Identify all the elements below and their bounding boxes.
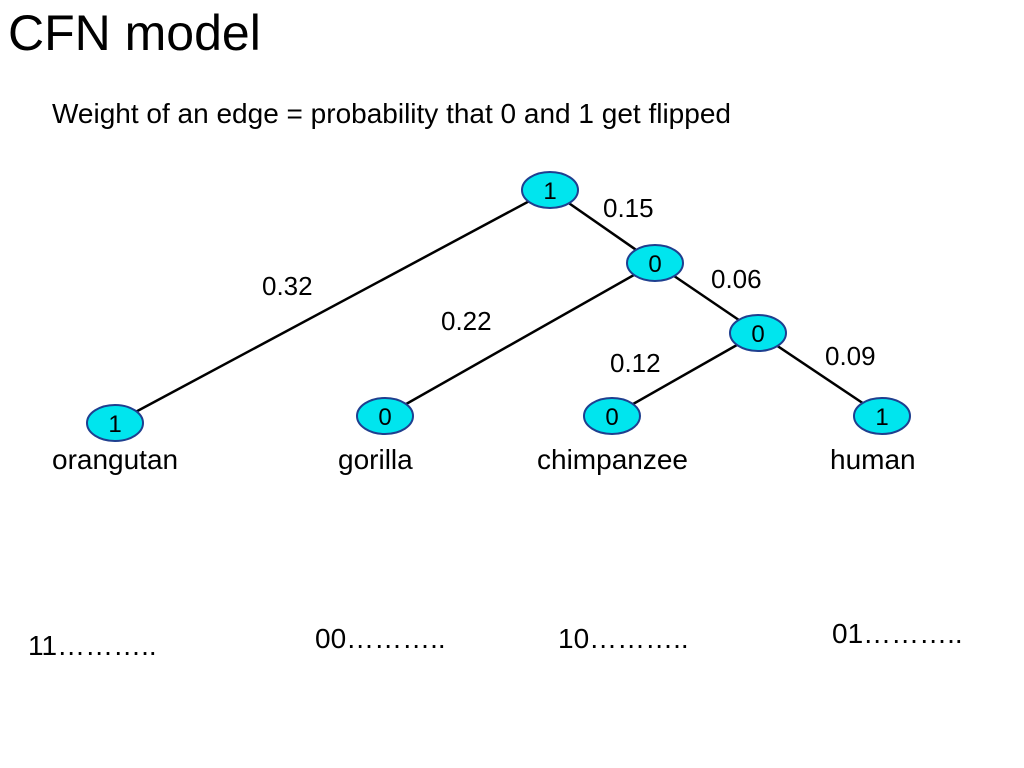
weight-n2-chimpanzee: 0.12 (610, 348, 661, 378)
node-chimpanzee-label: 0 (605, 404, 618, 431)
node-chimpanzee: 0 (583, 397, 641, 435)
leaf-name-orangutan: orangutan (52, 444, 178, 475)
node-n2-shape (729, 314, 787, 352)
node-n1: 0 (626, 244, 684, 282)
weight-n2-human: 0.09 (825, 341, 876, 371)
sequence-orangutan: 11……….. (28, 630, 157, 661)
node-n2: 0 (729, 314, 787, 352)
node-root-shape (521, 171, 579, 209)
slide-title: CFN model (8, 5, 261, 61)
sequence-gorilla: 00……….. (315, 623, 446, 654)
edge-n2-human (757, 331, 883, 418)
edge-n2-chimpanzee (611, 331, 759, 418)
leaf-name-human: human (830, 444, 916, 475)
node-n2-label: 0 (751, 321, 764, 348)
weight-root-orangutan: 0.32 (262, 271, 313, 301)
node-orangutan-label: 1 (108, 411, 121, 438)
node-gorilla: 0 (356, 397, 414, 435)
node-chimpanzee-shape (583, 397, 641, 435)
node-orangutan: 1 (86, 404, 144, 442)
sequence-human: 01……….. (832, 618, 963, 649)
node-gorilla-shape (356, 397, 414, 435)
node-root: 1 (521, 171, 579, 209)
leaf-name-chimpanzee: chimpanzee (537, 444, 688, 475)
weight-root-n1: 0.15 (603, 193, 654, 223)
sequence-chimpanzee: 10……….. (558, 623, 689, 654)
edge-n1-gorilla (384, 261, 656, 418)
node-human-label: 1 (875, 404, 888, 431)
slide-subtitle: Weight of an edge = probability that 0 a… (52, 98, 731, 129)
node-gorilla-label: 0 (378, 404, 391, 431)
node-n1-shape (626, 244, 684, 282)
node-root-label: 1 (543, 178, 556, 205)
node-n1-label: 0 (648, 251, 661, 278)
node-human-shape (853, 397, 911, 435)
weight-n1-n2: 0.06 (711, 264, 762, 294)
edge-root-orangutan (114, 188, 551, 425)
node-human: 1 (853, 397, 911, 435)
weight-n1-gorilla: 0.22 (441, 306, 492, 336)
leaf-name-gorilla: gorilla (338, 444, 413, 475)
node-orangutan-shape (86, 404, 144, 442)
